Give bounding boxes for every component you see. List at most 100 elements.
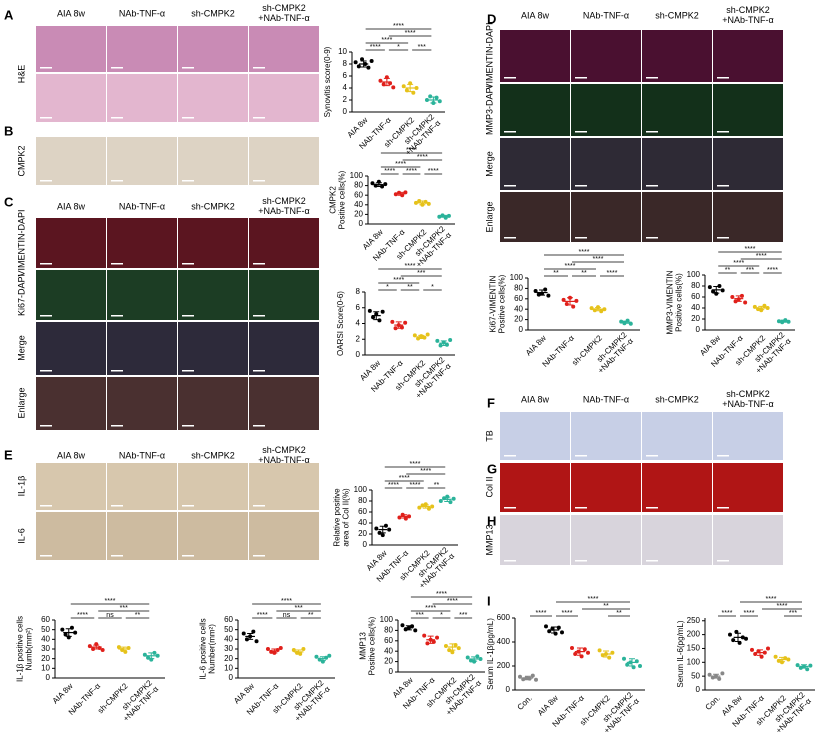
error-bar [407,83,414,93]
significance-label: *** [789,610,797,617]
significance-label: *** [418,44,426,51]
y-tick-label: 60 [514,294,523,303]
column-header: sh-CMPK2 +NAb-TNF-α [722,389,773,409]
data-point [383,523,388,528]
error-bar [713,673,719,679]
data-point [377,530,382,535]
data-point [390,319,395,324]
micrograph [713,463,783,512]
significance-label: *** [459,612,467,619]
error-bar [430,96,437,104]
y-axis-label: CMPK2Positive cells(%) [329,170,347,229]
scale-bar [111,180,123,182]
data-point [391,85,396,90]
data-point [367,308,372,313]
scale-bar [40,117,52,119]
y-tick-label: 50 [224,625,233,634]
error-bar [422,504,429,509]
x-tick-label: sh-CMPK2+NAb-TNF-α [397,112,442,157]
scale-bar [40,67,52,69]
data-point [374,526,379,531]
data-point [602,307,607,312]
scale-bar [253,505,265,507]
error-bar [444,496,451,503]
column-header: NAb-TNF-α [119,201,165,211]
column-header: sh-CMPK2 +NAb-TNF-α [258,3,309,23]
micrograph [249,377,319,430]
significance-label: *** [120,605,128,612]
error-bar [360,60,367,68]
data-point [413,628,418,633]
data-point [380,309,385,314]
scale-bar [575,77,587,79]
error-bar [401,514,408,519]
y-tick-label: 0 [696,685,701,694]
y-axis-label: IL-6 positive cellsNumber(mm²) [199,618,217,679]
scale-bar [575,560,587,562]
row-label: Enlarge [484,201,494,232]
scale-bar [182,67,194,69]
column-header: AIA 8w [57,450,86,460]
scale-bar [111,505,123,507]
data-point [586,650,590,655]
data-point [353,60,358,65]
data-point [622,656,626,661]
micrograph [500,84,570,136]
micrograph [178,26,248,72]
data-point [370,181,375,186]
micrograph [107,74,177,122]
data-point [731,638,736,643]
micrograph [107,512,177,560]
error-bar [148,652,155,660]
significance-label: ** [407,284,413,291]
scale-bar [40,180,52,182]
scale-bar [717,455,729,457]
data-point [733,299,738,304]
error-bar [595,307,601,312]
column-header: sh-CMPK2 [655,10,699,20]
scale-bar [182,263,194,265]
significance-label: **** [420,468,431,475]
y-tick-label: 600 [497,613,511,622]
y-tick-label: 80 [358,496,367,505]
error-bar [379,525,386,534]
y-tick-label: 20 [691,314,700,323]
significance-label: *** [417,270,425,277]
y-tick-label: 10 [338,47,347,56]
micrograph [107,26,177,72]
data-point [720,671,725,676]
error-bar [735,295,742,302]
error-bar [471,656,478,662]
significance-label: ** [603,603,609,610]
data-point [518,674,522,679]
x-tick-label: AIA 8w [51,681,75,705]
data-point [417,505,422,510]
y-tick-label: 20 [41,654,50,663]
micrograph [36,463,106,510]
significance-label: ** [434,482,440,489]
scale-bar [717,131,729,133]
data-point [100,647,105,652]
data-point [155,653,160,658]
micrograph [713,192,783,242]
micrograph [713,138,783,190]
micrograph [642,463,712,512]
y-axis-label: IL-1β positive cellsNumb(mm²) [16,616,34,682]
data-point [422,335,427,340]
data-point [437,99,442,104]
error-bar [539,289,545,296]
column-header: AIA 8w [57,201,86,211]
y-tick-label: 4 [356,319,361,328]
significance-label: **** [766,596,777,603]
scale-bar [646,131,658,133]
micrograph [500,463,570,512]
panel-label: E [4,447,13,462]
significance-label: * [386,284,389,291]
scale-bar [646,77,658,79]
data-point [610,650,615,655]
significance-label: *** [416,612,424,619]
error-bar [603,650,609,658]
data-point [740,635,745,640]
significance-label: **** [410,482,421,489]
micrograph [249,26,319,72]
